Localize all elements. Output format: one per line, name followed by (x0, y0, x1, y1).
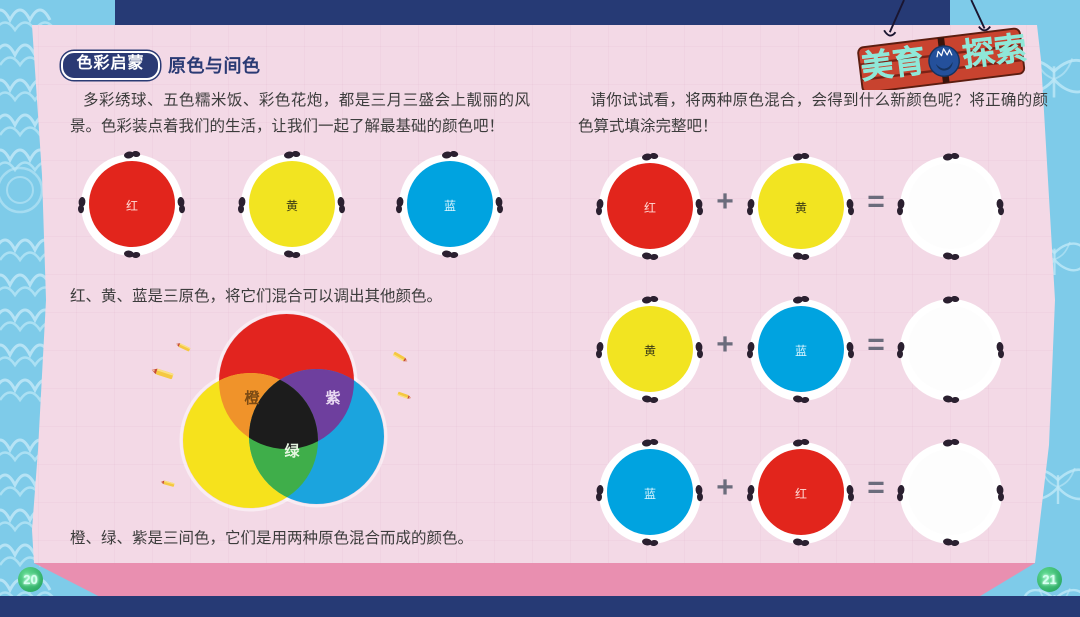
svg-text:橙: 橙 (244, 389, 260, 407)
svg-text:紫: 紫 (325, 390, 340, 407)
svg-text:绿: 绿 (284, 442, 300, 460)
